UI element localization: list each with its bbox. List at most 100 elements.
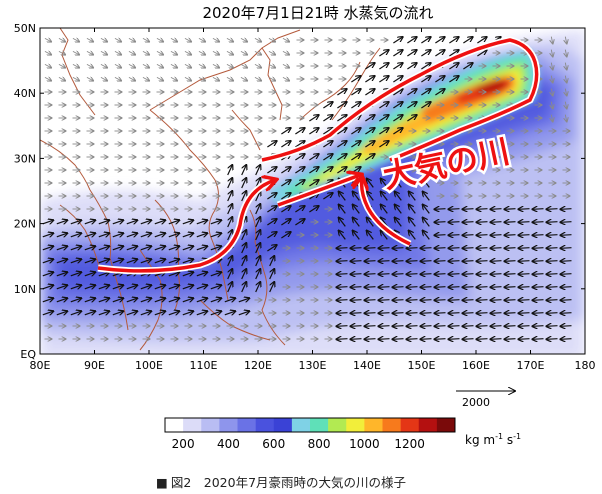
flux-vector [407,63,416,70]
flux-vector [407,248,418,249]
flux-vector [282,64,289,67]
flux-vector [449,313,460,314]
flux-vector [533,235,544,236]
flux-vector [533,209,544,210]
flux-vector [337,115,346,122]
flux-vector [295,206,304,213]
flux-vector [519,274,530,275]
colorbar-tick-label: 600 [262,437,285,451]
flux-vector [449,248,460,249]
flux-vector [365,115,374,122]
flux-vector [395,179,402,188]
flux-vector [70,246,81,250]
colorbar-swatch [165,418,184,432]
flux-vector [323,141,332,148]
caption-text: 図2 2020年7月豪雨時の大気の川の様子 [171,475,406,490]
flux-vector [182,298,193,302]
flux-vector [551,114,552,122]
flux-vector [551,62,552,70]
flux-vector [140,298,151,302]
flux-vector [224,298,235,302]
flux-vector [42,220,53,224]
flux-vector [210,220,221,224]
flux-vector [505,313,516,314]
lon-label: 120E [244,359,272,372]
flux-vector [463,209,474,210]
flux-vector [449,326,460,327]
flux-vector [226,64,233,67]
flux-vector [281,128,290,135]
flux-vector [565,49,566,57]
flux-vector [226,38,233,41]
flux-vector [395,205,402,214]
flux-vector [281,167,290,174]
flux-vector [282,38,289,41]
flux-vector [463,235,474,236]
flux-vector [241,165,247,176]
flux-vector [519,287,530,288]
flux-vector [241,178,247,189]
flux-vector [323,167,332,174]
flux-vector [255,269,261,280]
flux-vector [196,220,207,224]
flux-vector [168,311,179,315]
flux-vector [70,259,81,263]
lon-label: 180 [575,359,596,372]
flux-vector [379,300,390,301]
flux-vector [170,51,177,54]
flux-vector [182,311,193,315]
flux-vector [267,193,276,200]
flux-vector [533,287,544,288]
flux-vector [421,287,432,288]
flux-vector [435,300,446,301]
colorbar-ticks: 200 400 600 800 1000 1200 [172,437,425,451]
flux-vector [379,287,390,288]
flux-vector [168,259,179,263]
flux-vector [505,326,516,327]
flux-vector [409,179,416,188]
flux-vector [407,313,418,314]
flux-vector [227,178,233,189]
flux-vector [114,38,121,41]
flux-vector [351,300,362,301]
flux-vector [196,246,207,250]
flux-vector [227,204,233,215]
flux-vector [379,141,388,148]
flux-vector [379,248,390,249]
flux-vector [241,191,247,202]
flux-vector [395,218,402,227]
lon-label: 140E [353,359,381,372]
flux-vector [393,248,404,249]
flux-vector [533,222,544,223]
lon-label: 130E [299,359,327,372]
colorbar-swatch [364,418,383,432]
flux-vector [393,63,402,70]
flux-vector [547,248,558,249]
colorbar-frame [164,417,456,433]
flux-vector [561,274,572,275]
flux-vector [505,287,516,288]
flux-vector [170,38,177,41]
flux-vector [477,326,488,327]
flux-vector [210,246,221,250]
flux-vector [381,205,388,214]
flux-vector [561,222,572,223]
flux-vector [407,37,416,44]
flux-vector [351,102,360,109]
flux-vector [309,128,318,135]
flux-vector [84,246,95,250]
flux-vector [56,220,67,224]
flux-vector [351,261,362,262]
flux-vector [254,51,261,54]
flux-vector [477,313,488,314]
colorbar-swatch [418,418,438,432]
flux-vector [365,154,374,161]
flux-vector [323,102,332,109]
flux-vector [423,179,430,188]
flux-vector [168,233,179,237]
flux-vector [565,62,566,70]
flux-vector [491,248,502,249]
flux-vector [198,77,205,80]
flux-vector [491,261,502,262]
flux-vector [142,38,149,41]
